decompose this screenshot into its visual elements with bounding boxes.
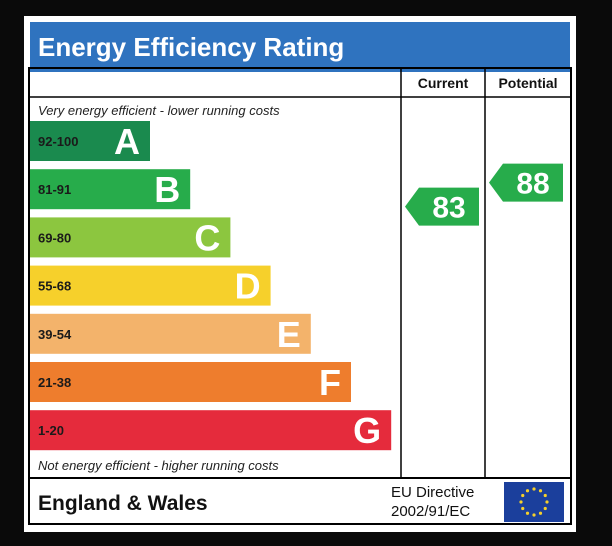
table-frame xyxy=(28,67,572,525)
band-range-c: 69-80 xyxy=(38,230,71,245)
potential-arrow xyxy=(489,163,563,202)
band-bar-f xyxy=(30,362,351,402)
eu-star-icon xyxy=(538,511,543,515)
band-bar-b xyxy=(30,169,191,210)
rating-bands: 92-100 A 81-91 B 69-80 C 55-68 D 39-54 E 21-38 F 1-2… xyxy=(30,121,392,451)
band-bar-c xyxy=(30,217,231,258)
band-range-g: 1-20 xyxy=(38,423,64,438)
band-letter-d: D xyxy=(235,266,261,307)
band-range-d: 55-68 xyxy=(38,279,71,294)
band-bar-d xyxy=(30,265,271,306)
epc-chart: Current Potential Very energy efficient … xyxy=(28,67,572,525)
band-bar-g xyxy=(30,410,392,451)
potential-header: Potential xyxy=(498,75,557,91)
eu-star-icon xyxy=(543,506,547,511)
potential-value: 88 xyxy=(516,168,549,201)
current-arrow xyxy=(405,187,479,226)
band-range-f: 21-38 xyxy=(38,375,71,390)
directive-line-2: 2002/91/EC xyxy=(391,503,470,520)
band-letter-b: B xyxy=(154,169,180,210)
chart-title: Energy Efficiency Rating xyxy=(30,22,570,72)
band-d: 55-68 D xyxy=(30,265,271,307)
bottom-note: Not energy efficient - higher running co… xyxy=(38,458,279,473)
band-range-a: 92-100 xyxy=(38,134,78,149)
eu-star-icon xyxy=(521,506,525,511)
band-letter-a: A xyxy=(114,121,140,162)
epc-panel: Energy Efficiency Rating Current Potenti… xyxy=(24,16,576,532)
eu-star-icon xyxy=(545,500,549,504)
band-b: 81-91 B xyxy=(30,169,191,210)
eu-star-icon xyxy=(519,500,523,504)
band-e: 39-54 E xyxy=(30,313,311,355)
eu-star-icon xyxy=(525,489,530,493)
band-letter-g: G xyxy=(353,410,381,451)
potential-indicator: 88 xyxy=(489,163,563,202)
directive-line-1: EU Directive xyxy=(391,484,474,501)
rating-indicators: 83 88 xyxy=(405,163,563,226)
current-indicator: 83 xyxy=(405,187,479,226)
band-range-b: 81-91 xyxy=(38,182,71,197)
eu-star-icon xyxy=(532,487,536,491)
band-a: 92-100 A xyxy=(30,121,150,162)
footer-region: England & Wales xyxy=(38,492,208,515)
current-value: 83 xyxy=(432,192,465,225)
eu-star-icon xyxy=(538,489,543,493)
band-c: 69-80 C xyxy=(30,217,231,258)
band-range-e: 39-54 xyxy=(38,327,72,342)
current-header: Current xyxy=(418,75,469,91)
band-letter-f: F xyxy=(319,362,341,403)
band-letter-c: C xyxy=(194,217,220,258)
band-bar-e xyxy=(30,313,311,354)
eu-star-icon xyxy=(532,513,536,517)
band-bar-a xyxy=(30,121,150,161)
eu-star-icon xyxy=(543,493,547,498)
band-g: 1-20 G xyxy=(30,410,392,451)
eu-star-icon xyxy=(521,493,525,498)
top-note: Very energy efficient - lower running co… xyxy=(38,103,280,118)
band-f: 21-38 F xyxy=(30,362,351,403)
band-letter-e: E xyxy=(277,314,301,355)
eu-flag-icon xyxy=(504,482,564,522)
eu-star-icon xyxy=(525,511,530,515)
